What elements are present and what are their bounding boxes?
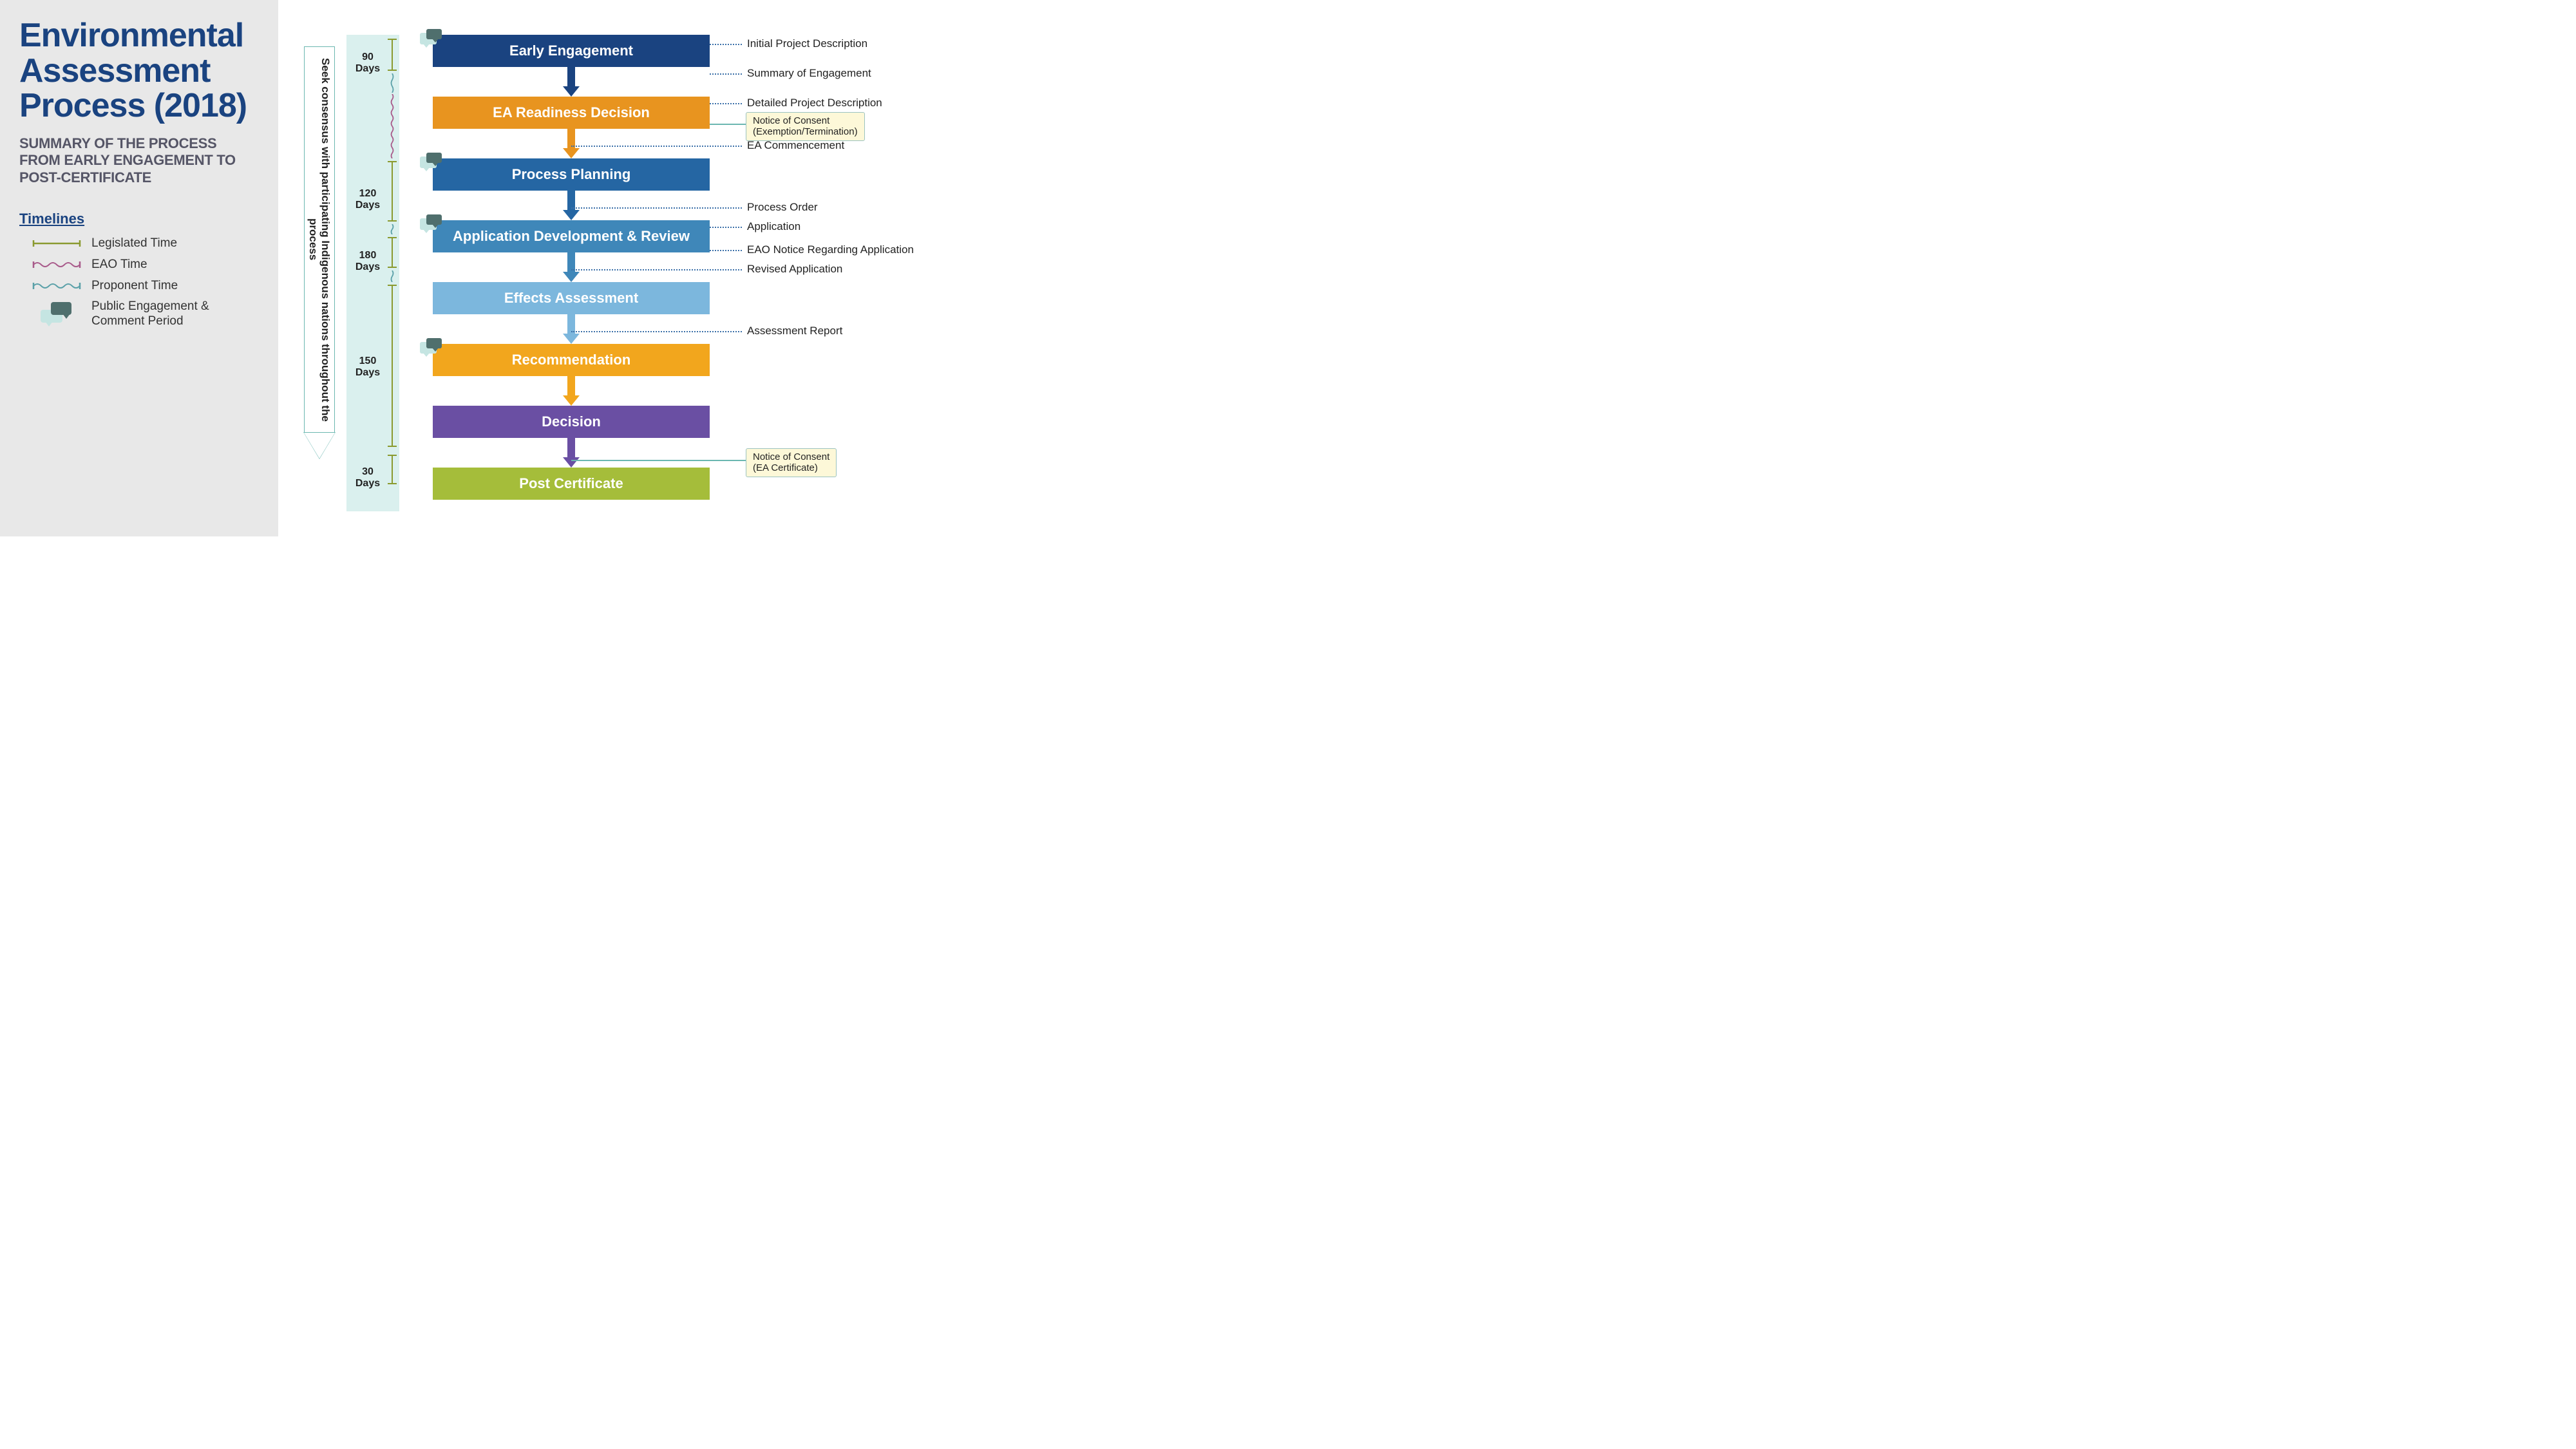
timeline-segment-wavy <box>390 94 394 158</box>
legend-heading: Timelines <box>19 211 260 227</box>
annotation-label: Initial Project Description <box>747 37 867 50</box>
legend-glyph <box>31 239 82 248</box>
timeline-segment-wavy <box>390 270 394 282</box>
process-step: Decision <box>433 406 710 438</box>
timeline-label: 90 Days <box>349 52 386 75</box>
timeline-segment-wavy <box>390 73 394 93</box>
legend-glyph <box>31 260 82 269</box>
annotation-leader <box>710 250 742 251</box>
timeline-label: 120 Days <box>349 188 386 211</box>
process-flow: Early Engagement EA Readiness Decision Pro… <box>433 35 710 500</box>
legend-label: Public Engagement & Comment Period <box>91 299 246 329</box>
process-step: Early Engagement <box>433 35 710 67</box>
timeline-cap <box>388 446 397 447</box>
timeline-label: 30 Days <box>349 466 386 489</box>
flow-arrow <box>433 438 710 468</box>
annotation-label: Process Order <box>747 201 818 214</box>
timeline-column: 90 Days 120 Days 180 Days 150 Days 30 Days <box>346 35 399 511</box>
annotation-label: Application <box>747 220 800 233</box>
flow-arrow <box>433 376 710 406</box>
annotation-label: EA Commencement <box>747 139 844 152</box>
timeline-segment-wavy <box>390 224 394 234</box>
flow-arrow <box>433 191 710 220</box>
annotation-label: Summary of Engagement <box>747 67 871 80</box>
timeline-segment-legislated <box>392 237 393 267</box>
process-step: Recommendation <box>433 344 710 376</box>
notice-of-consent: Notice of Consent(EA Certificate) <box>746 448 837 477</box>
annotation-leader <box>571 331 742 332</box>
process-step-label: Decision <box>542 413 601 430</box>
annotation-label: Revised Application <box>747 263 842 276</box>
flow-arrow <box>433 67 710 97</box>
process-step-label: EA Readiness Decision <box>493 104 650 121</box>
process-step-label: Application Development & Review <box>453 228 690 245</box>
notice-line2: (Exemption/Termination) <box>753 126 858 137</box>
annotation-leader <box>710 227 742 228</box>
process-step-label: Early Engagement <box>509 43 633 59</box>
timeline-label: 180 Days <box>349 250 386 273</box>
annotation-label: Assessment Report <box>747 325 842 337</box>
timeline-label: 150 Days <box>349 355 386 379</box>
flow-arrow <box>433 129 710 158</box>
annotation-leader <box>571 207 742 209</box>
flow-arrow <box>433 252 710 282</box>
timeline-track <box>386 35 398 511</box>
title-line: Process (2018) <box>19 87 247 124</box>
timeline-segment-legislated <box>392 161 393 220</box>
title-line: Assessment <box>19 52 210 90</box>
notice-of-consent: Notice of Consent(Exemption/Termination) <box>746 112 865 141</box>
annotation-leader <box>710 73 742 75</box>
page-title: Environmental Assessment Process (2018) <box>19 18 260 124</box>
timeline-segment-legislated <box>392 285 393 446</box>
notice-leader <box>710 124 746 125</box>
timeline-cap <box>388 483 397 484</box>
consensus-arrowhead-fill <box>304 433 335 459</box>
public-comment-icon <box>420 338 442 356</box>
annotation-leader <box>571 146 742 147</box>
legend-item: EAO Time <box>31 258 260 272</box>
legend-glyph <box>31 302 82 327</box>
timeline-segment-legislated <box>392 39 393 70</box>
annotation-leader <box>571 269 742 270</box>
legend-item: Public Engagement & Comment Period <box>31 299 260 329</box>
notice-line1: Notice of Consent <box>753 451 829 462</box>
public-comment-icon <box>420 153 442 171</box>
page-subtitle: SUMMARY OF THE PROCESS FROM EARLY ENGAGE… <box>19 135 260 186</box>
left-sidebar: Environmental Assessment Process (2018) … <box>0 0 278 536</box>
notice-line2: (EA Certificate) <box>753 462 829 473</box>
legend-item: Proponent Time <box>31 279 260 294</box>
process-step-label: Effects Assessment <box>504 290 638 307</box>
timeline-cap <box>388 267 397 268</box>
process-step: Post Certificate <box>433 468 710 500</box>
process-step-label: Process Planning <box>512 166 631 183</box>
process-step-label: Post Certificate <box>519 475 623 492</box>
diagram-area: Seek consensus with participating Indige… <box>278 0 953 536</box>
legend: Legislated Time EAO Time Proponent Time Pub… <box>19 236 260 329</box>
public-comment-icon <box>420 214 442 232</box>
consensus-arrow: Seek consensus with participating Indige… <box>304 46 335 459</box>
process-step: EA Readiness Decision <box>433 97 710 129</box>
timeline-cap <box>388 220 397 222</box>
legend-glyph <box>31 281 82 290</box>
timeline-cap <box>388 70 397 71</box>
notice-line1: Notice of Consent <box>753 115 858 126</box>
annotation-leader <box>710 103 742 104</box>
timeline-segment-legislated <box>392 455 393 483</box>
process-step: Effects Assessment <box>433 282 710 314</box>
annotation-leader <box>710 44 742 45</box>
public-comment-icon <box>420 29 442 47</box>
annotation-label: EAO Notice Regarding Application <box>747 243 914 256</box>
legend-label: EAO Time <box>91 258 147 272</box>
flow-arrow <box>433 314 710 344</box>
process-step: Application Development & Review <box>433 220 710 252</box>
legend-label: Legislated Time <box>91 236 177 251</box>
process-step: Process Planning <box>433 158 710 191</box>
notice-leader <box>571 460 746 461</box>
consensus-text: Seek consensus with participating Indige… <box>307 54 332 425</box>
legend-item: Legislated Time <box>31 236 260 251</box>
legend-label: Proponent Time <box>91 279 178 294</box>
process-step-label: Recommendation <box>512 352 631 368</box>
annotation-label: Detailed Project Description <box>747 97 882 109</box>
title-line: Environmental <box>19 17 243 54</box>
